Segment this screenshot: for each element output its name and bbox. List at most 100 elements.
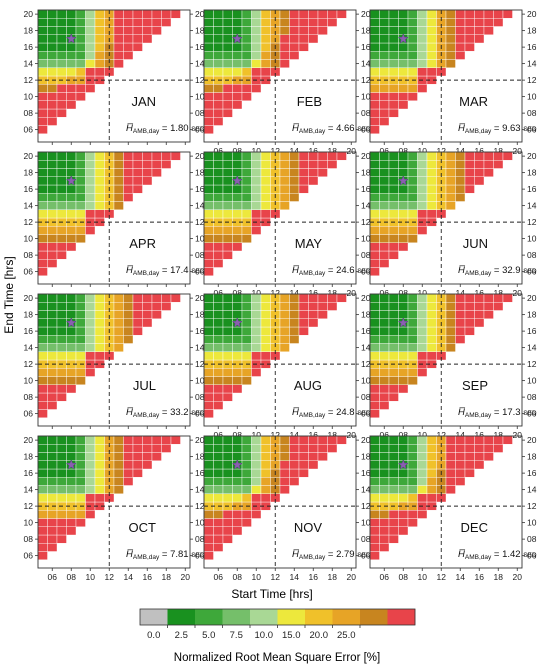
heatmap-cell: [75, 518, 86, 527]
heatmap-cell: [298, 310, 309, 319]
heatmap-cell: [85, 468, 96, 478]
heatmap-cell: [379, 250, 390, 260]
heatmap-cell: [474, 435, 485, 445]
heatmap-cell: [37, 9, 48, 19]
heatmap-cell: [369, 343, 380, 352]
heatmap-cell: [222, 160, 233, 169]
heatmap-cell: [37, 460, 48, 470]
heatmap-cell: [213, 259, 224, 268]
y-tick-label: 12: [361, 75, 371, 85]
heatmap-cell: [379, 343, 390, 352]
heatmap-cell: [161, 302, 172, 311]
heatmap-cell: [407, 343, 418, 352]
heatmap-cell: [222, 310, 233, 319]
heatmap-cell: [407, 460, 418, 470]
heatmap-cell: [417, 302, 428, 311]
x-tick-label: 08: [233, 430, 243, 440]
heatmap-cell: [213, 242, 224, 252]
heatmap-cell: [123, 34, 134, 44]
heatmap-cell: [379, 18, 390, 27]
heatmap-cell: [47, 452, 58, 461]
heatmap-cell: [474, 460, 485, 470]
heatmap-cell: [298, 34, 309, 44]
heatmap-cell: [388, 242, 399, 252]
heatmap-cell: [203, 543, 214, 552]
y-tick-label: 08: [195, 392, 205, 402]
heatmap-cell: [56, 293, 67, 303]
annotation-value: = 33.2: [159, 407, 191, 418]
heatmap-cell: [47, 326, 58, 336]
heatmap-cell: [85, 34, 96, 44]
panel-frame: [369, 293, 523, 427]
heatmap-cell: [379, 310, 390, 319]
heatmap-cell: [251, 510, 262, 519]
heatmap-cell: [47, 84, 58, 93]
y-tick-label: 10: [527, 234, 537, 244]
heatmap-cell: [222, 250, 233, 260]
heatmap-cell: [241, 485, 252, 494]
heatmap-cell: [289, 184, 300, 194]
heatmap-cell: [37, 302, 48, 311]
heatmap-cell: [47, 67, 58, 77]
colorbar-segment: [222, 609, 251, 625]
y-tick-label-left: 12: [24, 217, 34, 227]
heatmap-cell: [455, 168, 466, 177]
heatmap-cell: [388, 477, 399, 486]
heatmap-cell: [203, 468, 214, 478]
heatmap-cell: [417, 351, 428, 361]
star-marker: [231, 317, 243, 328]
heatmap-cell: [298, 326, 309, 336]
heatmap-cell: [426, 18, 437, 27]
heatmap-cell: [279, 477, 290, 486]
heatmap-cell: [379, 318, 390, 328]
heatmap-cell: [426, 460, 437, 470]
heatmap-cell: [241, 368, 252, 377]
heatmap-cell: [203, 176, 214, 186]
heatmap-cell: [445, 18, 456, 27]
heatmap-cell: [75, 34, 86, 44]
heatmap-cell: [75, 435, 86, 445]
heatmap-cell: [388, 168, 399, 177]
heatmap-cell: [123, 452, 134, 461]
heatmap-cell: [464, 326, 475, 336]
heatmap-cell: [232, 485, 243, 494]
heatmap-cell: [251, 18, 262, 27]
heatmap-cell: [37, 518, 48, 527]
heatmap-cell: [502, 435, 513, 445]
heatmap-cell: [369, 518, 380, 527]
annotation-value: = 1.42: [491, 549, 523, 560]
y-tick-label: 14: [361, 343, 371, 353]
y-tick-label-left: 10: [24, 92, 34, 102]
heatmap-cell: [142, 34, 153, 44]
heatmap-cell: [232, 368, 243, 377]
heatmap-cell: [47, 302, 58, 311]
heatmap-cell: [75, 460, 86, 470]
heatmap-cell: [369, 108, 380, 118]
heatmap-cell: [398, 485, 409, 494]
heatmap-cell: [445, 151, 456, 161]
heatmap-cell: [308, 18, 319, 27]
heatmap-cell: [398, 9, 409, 19]
heatmap-cell: [455, 302, 466, 311]
heatmap-cell: [94, 209, 105, 219]
heatmap-cell: [56, 452, 67, 461]
heatmap-cell: [445, 485, 456, 494]
heatmap-cell: [398, 151, 409, 161]
heatmap-cell: [251, 34, 262, 44]
panel-frame: [37, 9, 191, 143]
heatmap-cell: [241, 293, 252, 303]
heatmap-cell: [502, 151, 513, 161]
heatmap-cell: [379, 526, 390, 536]
heatmap-cell: [232, 226, 243, 235]
heatmap-cell: [455, 452, 466, 461]
heatmap-cell: [94, 18, 105, 27]
heatmap-cell: [37, 543, 48, 552]
heatmap-cell: [75, 92, 86, 101]
heatmap-cell: [369, 318, 380, 328]
heatmap-cell: [47, 318, 58, 328]
heatmap-cell: [232, 477, 243, 486]
heatmap-cell: [75, 493, 86, 503]
heatmap-cell: [123, 293, 134, 303]
heatmap-cell: [56, 151, 67, 161]
y-tick-label: 20: [195, 151, 205, 161]
